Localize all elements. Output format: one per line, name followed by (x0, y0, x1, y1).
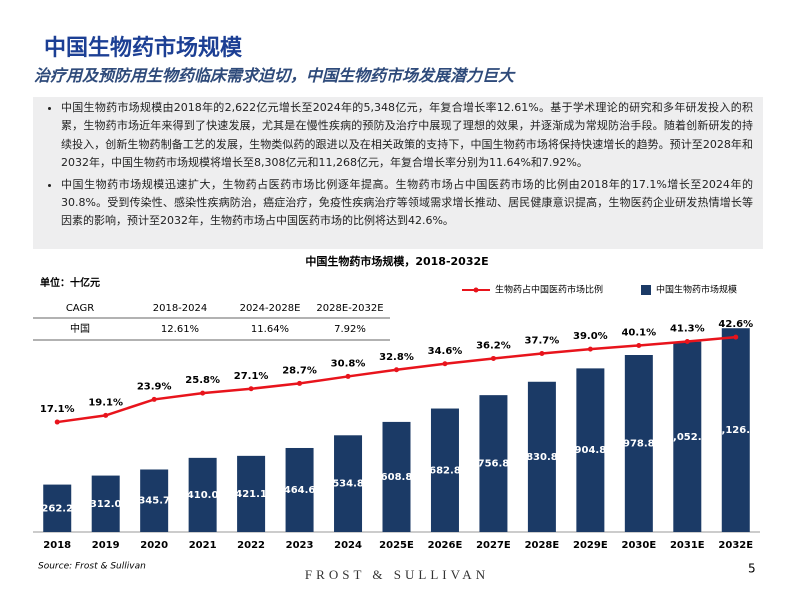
data-label: 1,052.8 (666, 432, 708, 443)
data-label: 1,126.8 (715, 425, 757, 436)
table-cell: 7.92% (334, 324, 366, 335)
subtitle: 治疗用及预防用生物药临床需求迫切，中国生物药市场发展潜力巨大 (34, 66, 515, 85)
line-point (54, 419, 60, 425)
line-point (297, 380, 303, 386)
line-point (151, 396, 157, 402)
data-label: 682.8 (429, 465, 461, 476)
line-point (442, 361, 448, 367)
data-label: 904.8 (575, 445, 607, 456)
bar (43, 484, 72, 532)
data-label: 36.2% (476, 340, 511, 351)
x-tick-label: 2020 (140, 540, 168, 551)
bullet: 中国生物药市场规模迅速扩大，生物药占医药市场比例逐年提高。生物药市场占中国医药市… (61, 176, 753, 231)
data-label: 30.8% (331, 358, 366, 369)
bar (673, 341, 702, 532)
bar (188, 457, 217, 532)
table-header: 2028E-2032E (316, 303, 383, 314)
line-point (394, 367, 399, 373)
legend-swatch (641, 285, 651, 295)
x-tick-label: 2024 (334, 540, 362, 551)
data-label: 42.6% (718, 319, 753, 330)
x-tick-label: 2028E (525, 540, 560, 551)
line-point (345, 373, 351, 379)
x-tick-label: 2031E (670, 540, 705, 551)
table-cell: 11.64% (251, 324, 289, 335)
data-label: 345.7 (138, 496, 170, 507)
bar (382, 421, 411, 532)
data-label: 262.2 (41, 503, 73, 514)
data-label: 312.0 (90, 499, 122, 510)
legend-swatch (473, 287, 479, 293)
summary-box: 中国生物药市场规模由2018年的2,622亿元增长至2024年的5,348亿元，… (33, 97, 763, 249)
line-point (539, 350, 545, 356)
bar (624, 355, 653, 532)
x-tick-label: 2027E (476, 540, 511, 551)
data-label: 28.7% (282, 365, 317, 376)
table-header: 2018-2024 (153, 303, 208, 314)
line-point (684, 338, 690, 344)
x-tick-label: 2021 (189, 540, 217, 551)
legend-label: 中国生物药市场规模 (656, 284, 737, 296)
data-label: 608.8 (381, 472, 413, 483)
line-point (587, 346, 593, 352)
data-label: 534.8 (332, 479, 364, 490)
x-tick-label: 2018 (43, 540, 71, 551)
table-header: 2024-2028E (240, 303, 301, 314)
x-tick-label: 2019 (92, 540, 120, 551)
source: Source: Frost & Sullivan (38, 562, 146, 572)
x-tick-label: 2022 (237, 540, 265, 551)
legend-label: 生物药占中国医药市场比例 (495, 284, 603, 296)
data-label: 19.1% (88, 397, 123, 408)
data-label: 32.8% (379, 352, 414, 363)
line-point (103, 412, 109, 418)
table-cell: 中国 (70, 322, 90, 335)
x-tick-label: 2029E (573, 540, 608, 551)
bar (140, 469, 169, 532)
x-tick-label: 2023 (286, 540, 314, 551)
x-tick-label: 2025E (379, 540, 414, 551)
bar (430, 408, 459, 532)
bar (334, 435, 363, 532)
data-label: 34.6% (428, 346, 463, 357)
bar (479, 395, 508, 532)
table-header: CAGR (66, 303, 94, 314)
data-label: 39.0% (573, 331, 608, 342)
bar (576, 368, 605, 532)
bar (91, 475, 120, 532)
data-label: 27.1% (234, 371, 269, 382)
data-label: 978.8 (623, 439, 655, 450)
x-tick-label: 2030E (621, 540, 656, 551)
data-label: 464.6 (284, 485, 316, 496)
data-label: 830.8 (526, 452, 558, 463)
data-label: 40.1% (621, 327, 656, 338)
logo: FROST & SULLIVAN (305, 567, 489, 582)
x-tick-label: 2026E (428, 540, 463, 551)
data-label: 17.1% (40, 404, 75, 415)
table-cell: 12.61% (161, 324, 199, 335)
data-label: 421.1 (235, 489, 267, 500)
data-label: 23.9% (137, 381, 172, 392)
bar (527, 381, 556, 532)
x-tick-label: 2032E (718, 540, 753, 551)
bar (237, 455, 266, 532)
data-label: 410.0 (187, 490, 219, 501)
bullet: 中国生物药市场规模由2018年的2,622亿元增长至2024年的5,348亿元，… (61, 99, 753, 173)
data-label: 41.3% (670, 323, 705, 334)
page-number: 5 (748, 562, 756, 576)
data-label: 25.8% (185, 375, 220, 386)
data-label: 37.7% (525, 335, 560, 346)
unit: 单位：十亿元 (40, 276, 100, 289)
line-point (733, 334, 739, 340)
line-point (490, 355, 496, 361)
line-point (200, 390, 206, 396)
title: 中国生物药市场规模 (44, 36, 243, 61)
bar (721, 328, 750, 532)
line-point (636, 342, 642, 348)
chart-title: 中国生物药市场规模，2018-2032E (305, 254, 488, 268)
bar (285, 447, 314, 532)
line-point (248, 386, 254, 392)
data-label: 756.8 (478, 459, 510, 470)
